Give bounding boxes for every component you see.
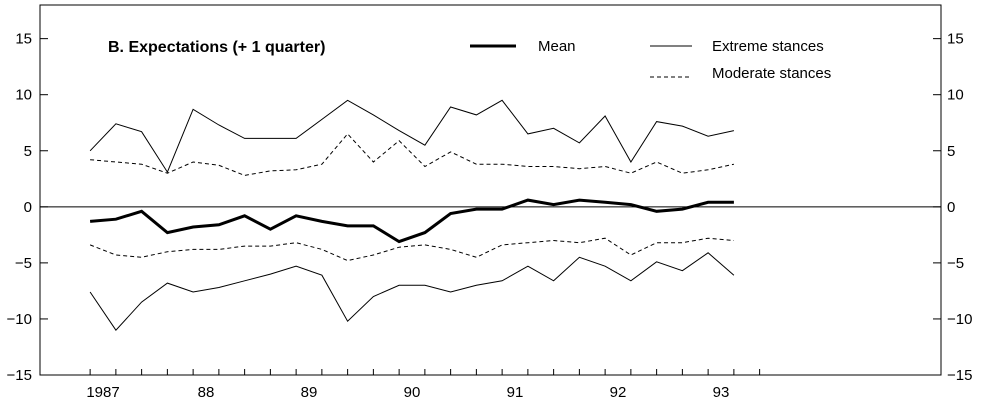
x-tick-label: 89 [301, 384, 318, 401]
y-tick-label-right: −10 [947, 311, 972, 328]
series-line-moderate-stances [90, 133, 735, 176]
x-tick-label: 90 [404, 384, 421, 401]
y-tick-label-left: 0 [24, 199, 32, 216]
y-tick-label-right: 10 [947, 87, 964, 104]
y-tick-label-left: −15 [7, 367, 32, 384]
x-tick-label: 1987 [86, 384, 119, 401]
y-tick-label-left: 5 [24, 143, 32, 160]
x-axis: 1987 88 89 90 91 92 93 [86, 369, 761, 401]
right-y-axis: −15 −10 −5 0 5 10 15 [933, 31, 972, 384]
legend: Mean Extreme stances Moderate stances [470, 38, 831, 82]
legend-label-moderate-stances: Moderate stances [712, 65, 831, 82]
x-tick-label: 88 [198, 384, 215, 401]
x-tick-label: 93 [713, 384, 730, 401]
y-tick-label-right: −15 [947, 367, 972, 384]
left-y-axis: −15 −10 −5 0 5 10 15 [7, 31, 48, 384]
y-tick-label-right: 0 [947, 199, 955, 216]
y-tick-label-right: 5 [947, 143, 955, 160]
series-layer [89, 99, 735, 332]
series-line-mean [89, 198, 734, 244]
y-tick-label-left: −5 [15, 255, 32, 272]
x-tick-label: 92 [610, 384, 627, 401]
series-line-extreme-stances [89, 99, 735, 174]
legend-label-extreme-stances: Extreme stances [712, 38, 824, 55]
series-line-moderate-stances [89, 237, 734, 262]
y-tick-label-right: −5 [947, 255, 964, 272]
y-tick-label-left: 10 [15, 87, 32, 104]
legend-label-mean: Mean [538, 38, 576, 55]
plot-frame [39, 4, 942, 376]
y-tick-label-right: 15 [947, 31, 964, 48]
y-tick-label-left: 15 [15, 31, 32, 48]
series-line-extreme-stances [89, 252, 735, 332]
y-tick-label-left: −10 [7, 311, 32, 328]
chart-title: B. Expectations (+ 1 quarter) [108, 39, 325, 56]
x-tick-label: 91 [507, 384, 524, 401]
